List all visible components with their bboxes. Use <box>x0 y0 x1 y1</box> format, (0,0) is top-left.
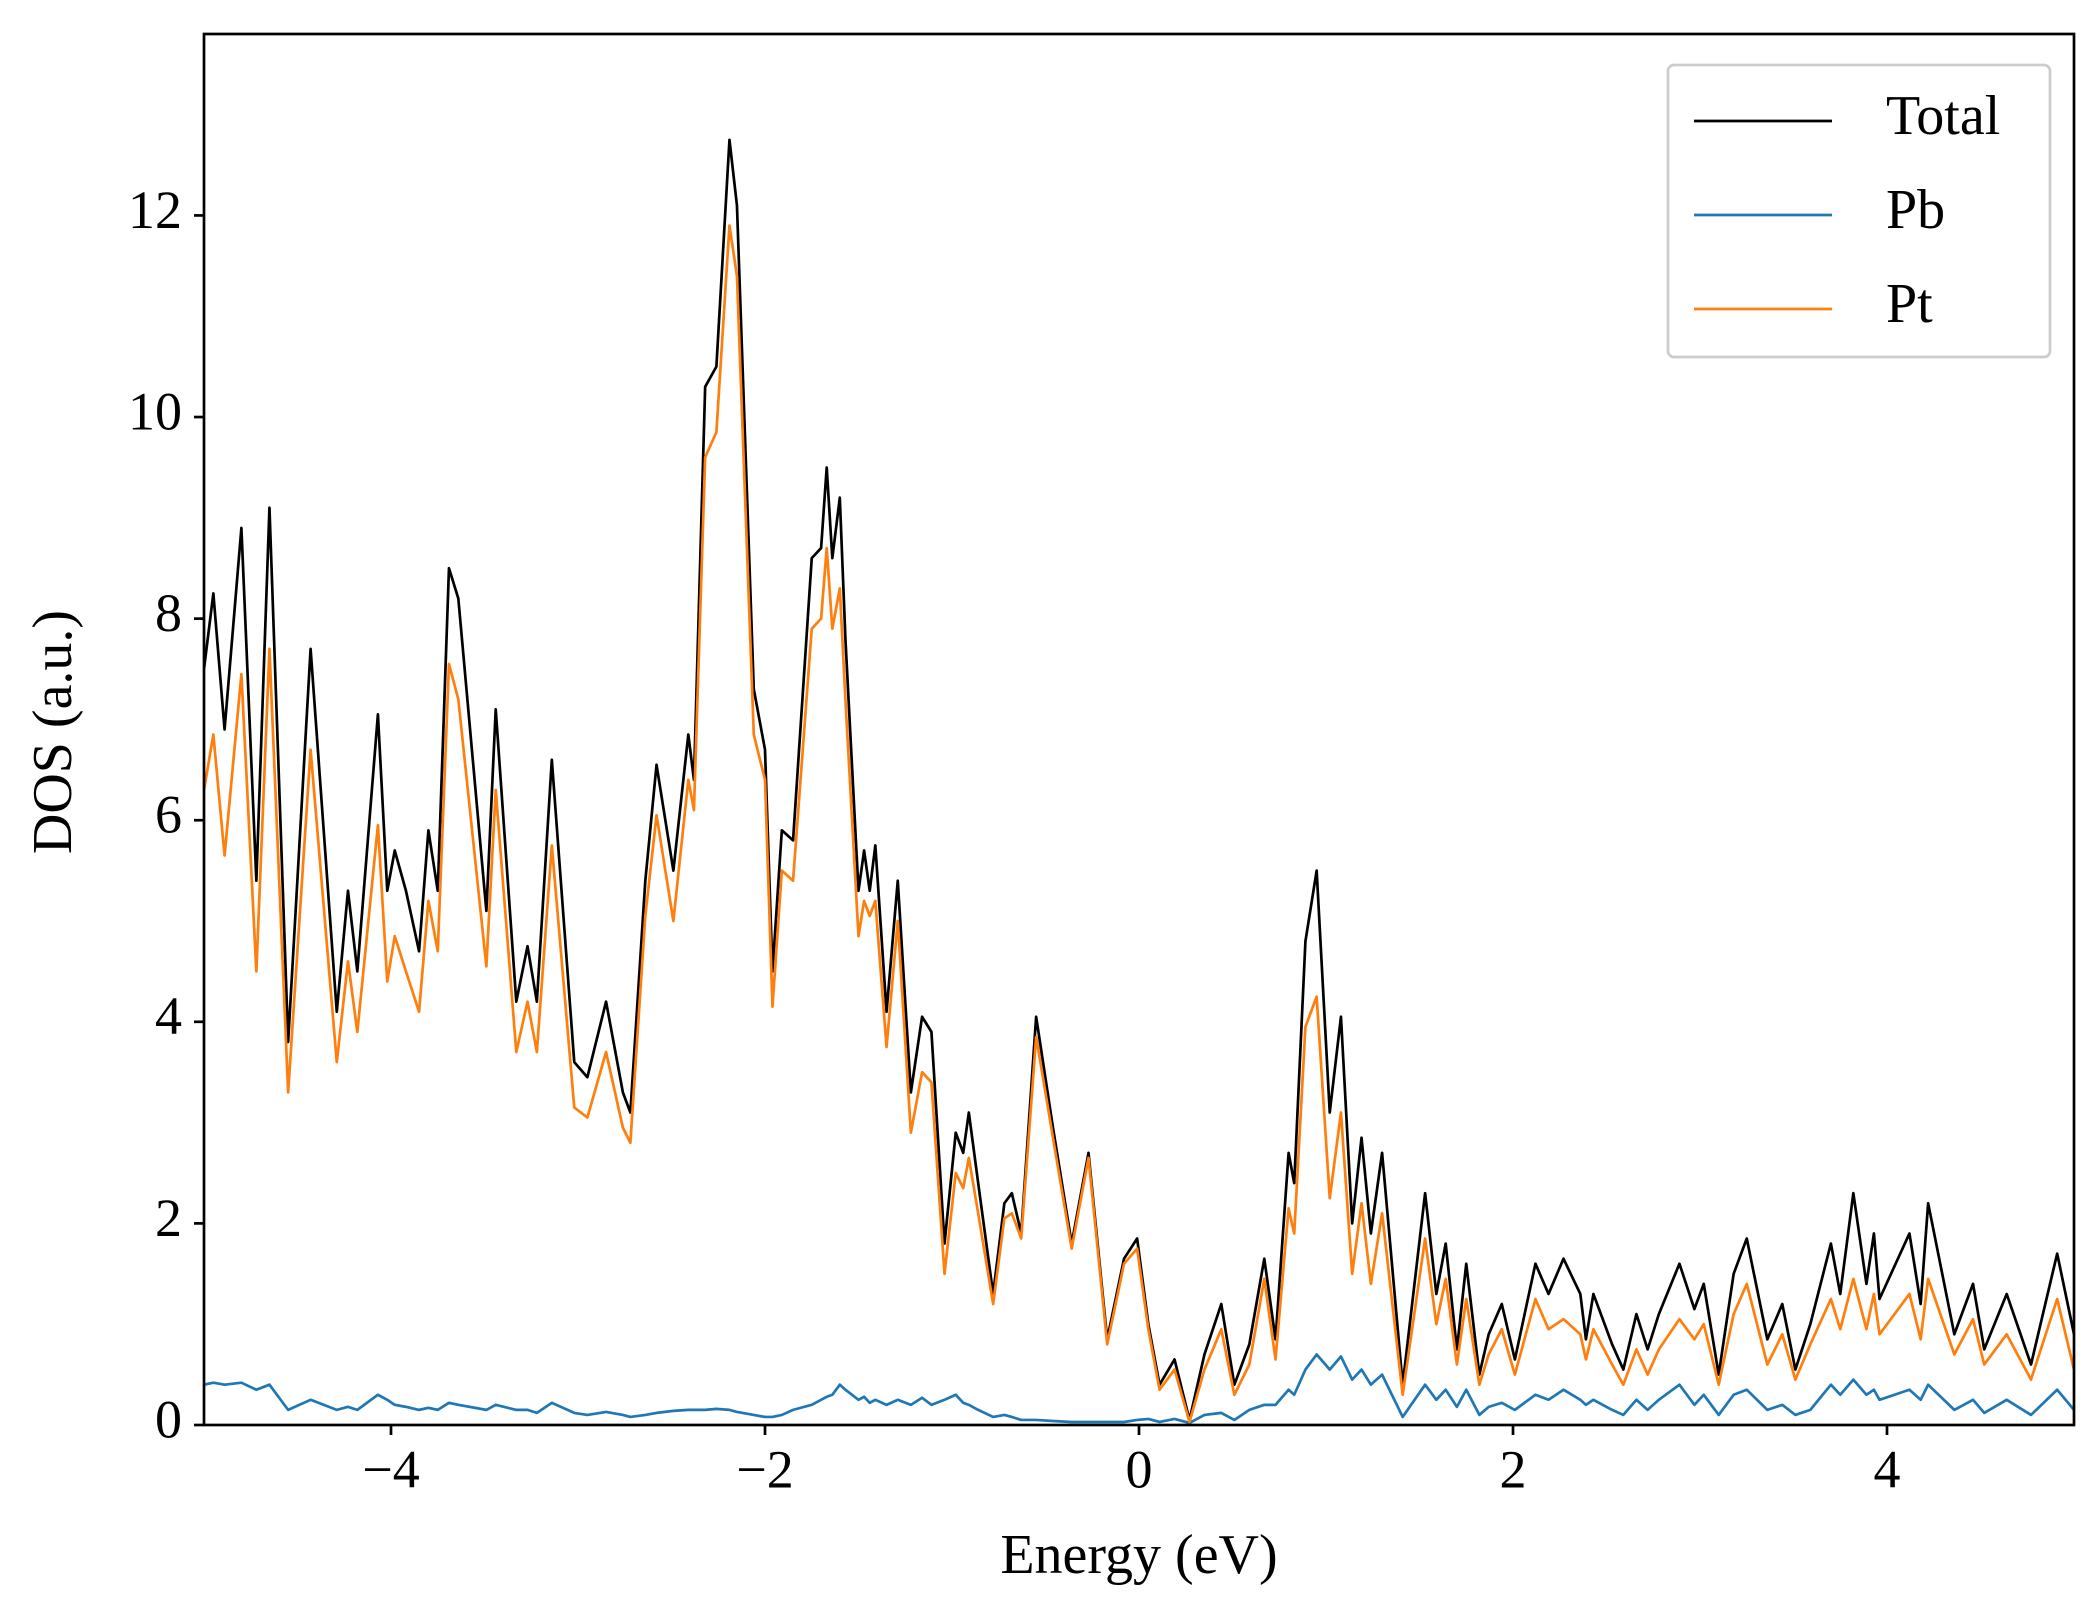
series-line <box>204 224 2074 1424</box>
y-tick-label: 10 <box>128 381 182 441</box>
y-tick-label: 12 <box>128 180 182 240</box>
x-tick-label: −4 <box>362 1439 419 1499</box>
y-axis-label: DOS (a.u.) <box>22 610 84 854</box>
legend-label: Pt <box>1886 273 1933 335</box>
x-tick-label: 2 <box>1500 1439 1527 1499</box>
plot-lines <box>204 138 2074 1425</box>
y-tick-label: 6 <box>155 785 182 845</box>
legend-box <box>1666 63 2052 359</box>
x-tick-label: 4 <box>1874 1439 1901 1499</box>
legend-label: Total <box>1886 85 2000 147</box>
legend: Total Pb Pt <box>1666 63 2052 359</box>
y-tick-label: 2 <box>155 1188 182 1248</box>
x-axis-label: Energy (eV) <box>1000 1524 1277 1586</box>
y-tick-label: 0 <box>155 1389 182 1449</box>
series-line <box>204 1353 2074 1425</box>
y-tick-label: 4 <box>155 986 182 1046</box>
x-tick-label: 0 <box>1126 1439 1153 1499</box>
y-tick-label: 8 <box>155 583 182 643</box>
x-tick-label: −2 <box>736 1439 793 1499</box>
legend-label: Pb <box>1886 179 1945 241</box>
